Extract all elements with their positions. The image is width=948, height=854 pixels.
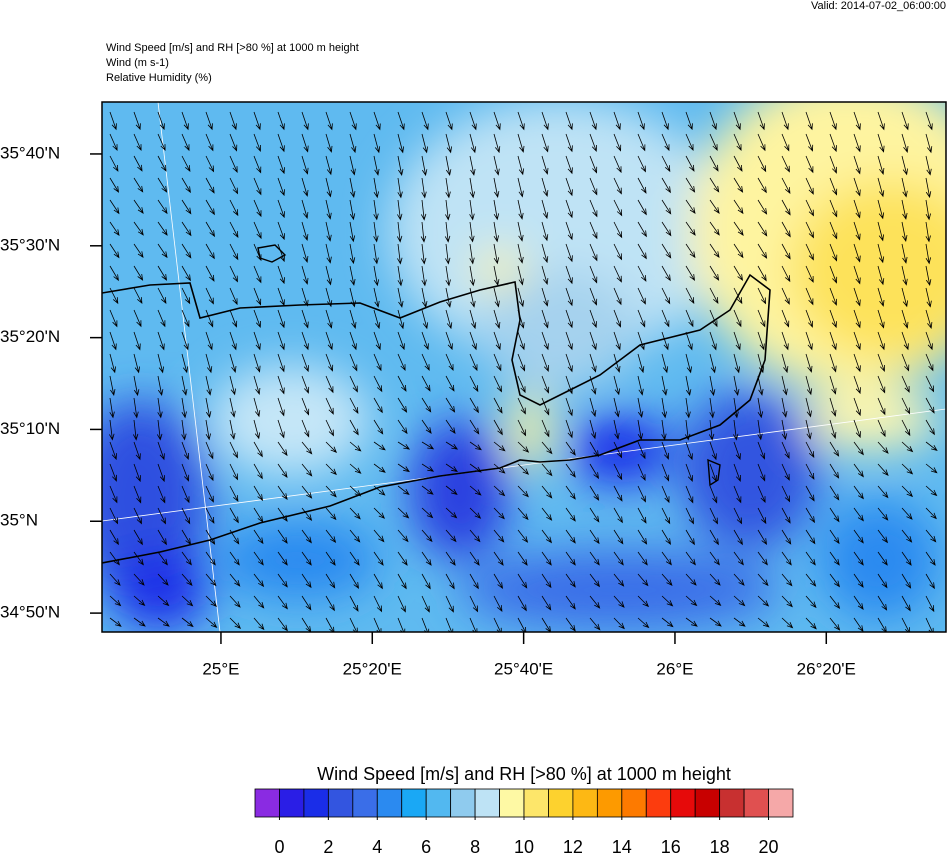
colorbar-title: Wind Speed [m/s] and RH [>80 %] at 1000 … [317, 764, 731, 784]
colorbar-tick-label: 0 [274, 837, 284, 854]
colorbar-box [596, 788, 623, 818]
lon-label: 25°E [202, 659, 239, 678]
lat-label: 35°10'N [0, 419, 60, 438]
colorbar-tick-label: 16 [661, 837, 681, 854]
colorbar-box [279, 788, 305, 818]
colorbar-box [352, 788, 378, 818]
colorbar-tick-label: 18 [710, 837, 730, 854]
lon-label: 26°E [656, 659, 693, 678]
colorbar-tick-label: 20 [759, 837, 779, 854]
lat-label: 35°20'N [0, 327, 60, 346]
lat-label: 35°30'N [0, 235, 60, 254]
colorbar-box [645, 788, 672, 818]
colorbar-box [548, 788, 574, 818]
header-line: Relative Humidity (%) [106, 72, 212, 84]
colorbar-tick-label: 10 [514, 837, 534, 854]
lon-label: 26°20'E [797, 659, 856, 678]
colorbar-tick-label: 6 [421, 837, 431, 854]
colorbar-box [499, 788, 525, 818]
wind-arrows [109, 111, 938, 632]
colorbar-box [719, 788, 745, 818]
header-line: Wind (m s-1) [106, 57, 169, 69]
colorbar-tick-label: 12 [563, 837, 583, 854]
colorbar-tick-label: 4 [372, 837, 382, 854]
colorbar-box [743, 788, 769, 818]
header-line: Wind Speed [m/s] and RH [>80 %] at 1000 … [106, 42, 359, 54]
colorbar-box [425, 788, 452, 818]
colorbar-box [621, 788, 647, 818]
lat-label: 34°50'N [0, 603, 60, 622]
map-field [102, 102, 946, 632]
valid-time: Valid: 2014-07-02_06:00:00 [811, 0, 946, 12]
colorbar-box [450, 788, 476, 818]
colorbar-box [670, 788, 696, 818]
colorbar-box [523, 788, 549, 818]
colorbar-box [327, 788, 354, 818]
colorbar-box [254, 788, 280, 818]
colorbar: 0 2 4 6 8 10 12 14 16 18 20 [254, 788, 794, 854]
colorbar-tick-label: 8 [470, 837, 480, 854]
lon-label: 25°40'E [494, 659, 553, 678]
colorbar-tick-label: 2 [323, 837, 333, 854]
colorbar-box [376, 788, 403, 818]
colorbar-tick-label: 14 [612, 837, 632, 854]
lat-label: 35°40'N [0, 143, 60, 162]
arrow-field [109, 111, 938, 632]
colorbar-box [474, 788, 500, 818]
colorbar-box [694, 788, 721, 818]
colorbar-box [303, 788, 329, 818]
colorbar-box [572, 788, 598, 818]
colorbar-box [768, 788, 794, 818]
lon-label: 25°20'E [343, 659, 402, 678]
lat-label: 35°N [0, 511, 38, 530]
colorbar-box [401, 788, 427, 818]
